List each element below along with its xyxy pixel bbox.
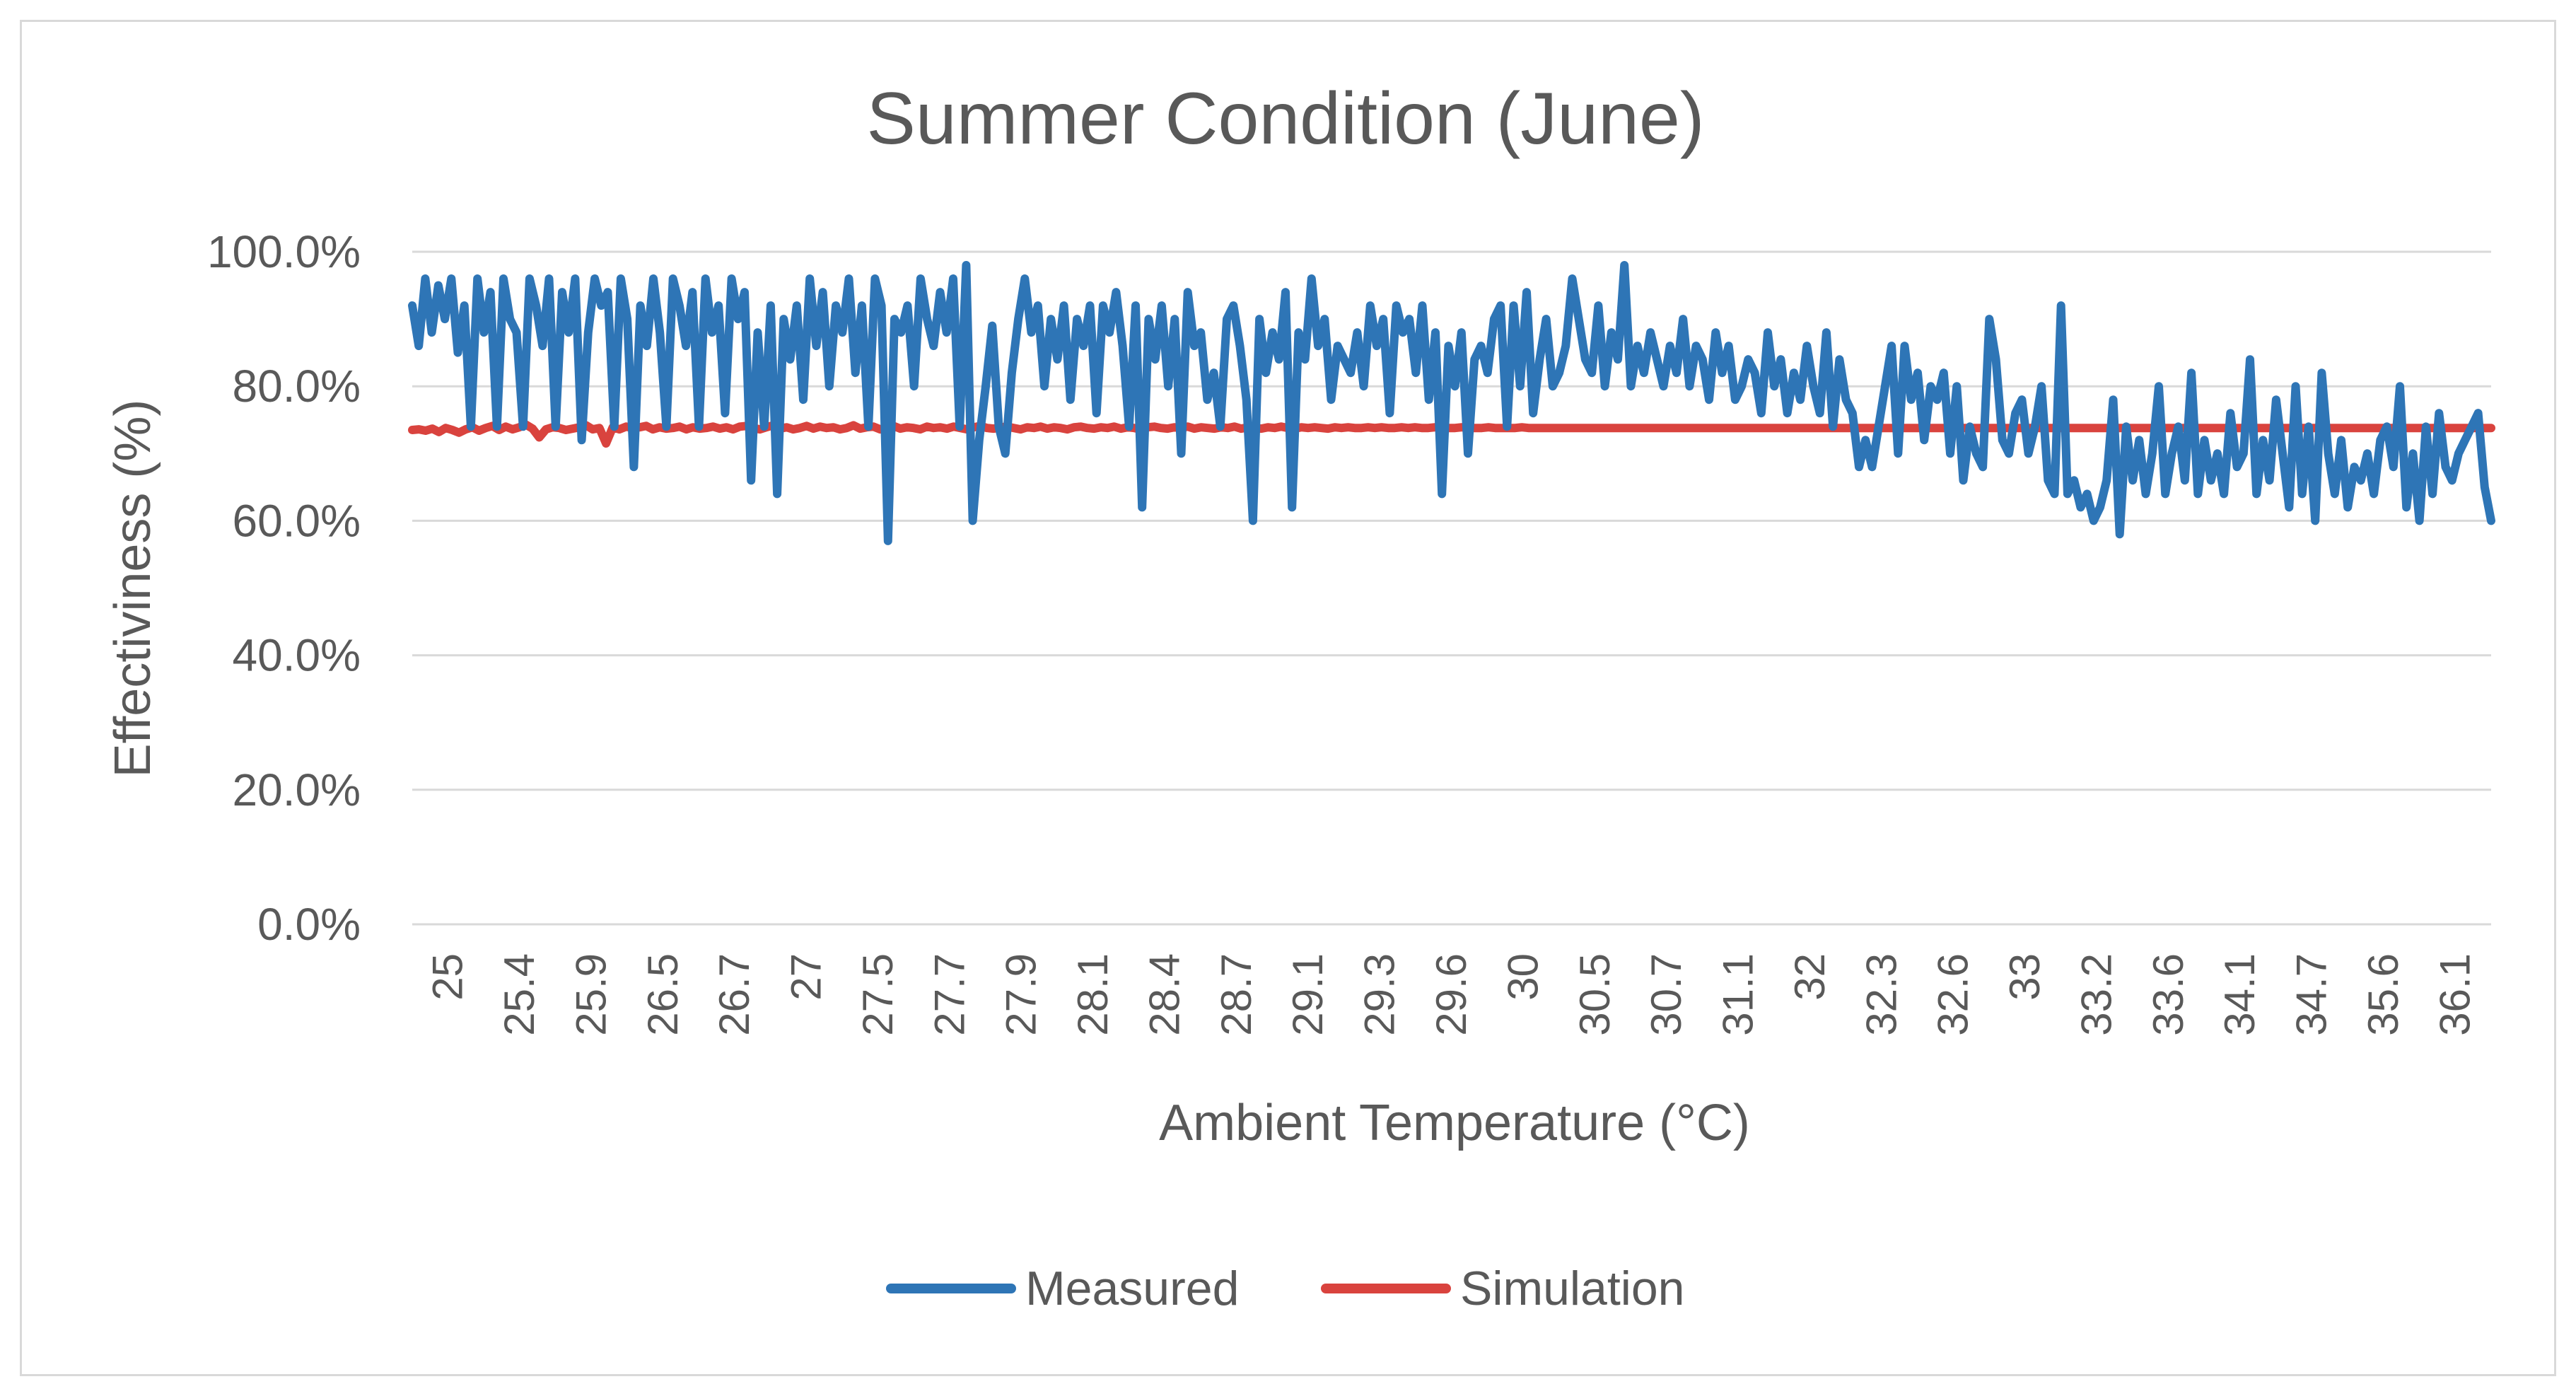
x-tick-label: 36.1 [2431,953,2478,1036]
x-tick-label: 32.3 [1858,953,1905,1036]
x-tick-label: 27.9 [998,953,1045,1036]
x-tick-label: 35.6 [2360,953,2407,1036]
x-tick-label: 27.7 [926,953,973,1036]
y-axis-label: Effectiviness (%) [105,400,161,778]
y-tick-label: 0.0% [257,899,361,950]
series-line-measured [408,261,2495,545]
x-tick-label: 27.5 [854,953,902,1036]
y-tick-label: 100.0% [207,226,361,277]
x-tick-label: 26.5 [639,953,687,1036]
x-tick-label: 33.2 [2073,953,2120,1036]
y-tick-label: 80.0% [233,361,361,412]
legend-label-simulation: Simulation [1460,1262,1685,1315]
x-tick-label: 30 [1499,953,1546,1001]
y-axis-ticks: 0.0% 20.0% 40.0% 60.0% 80.0% 100.0% [207,226,361,950]
chart-title: Summer Condition (June) [867,78,1705,160]
legend: Measured Simulation [886,1262,1685,1315]
y-tick-label: 20.0% [233,764,361,815]
y-tick-label: 40.0% [233,630,361,681]
x-tick-label: 32.6 [1930,953,1977,1036]
x-tick-label: 25 [424,953,472,1001]
x-tick-label: 31.1 [1715,953,1762,1036]
x-tick-label: 25.9 [567,953,614,1036]
x-axis-label: Ambient Temperature (°C) [1159,1095,1750,1151]
x-tick-label: 33 [2001,953,2048,1001]
x-axis-ticks: 25 25.4 25.9 26.5 26.7 27 27.5 27.7 27.9 28.1 28.4… [424,953,2479,1036]
x-tick-label: 26.7 [711,953,758,1036]
x-tick-label: 30.5 [1571,953,1619,1036]
y-tick-label: 60.0% [233,495,361,546]
chart-frame [20,20,2556,1376]
x-tick-label: 34.7 [2288,953,2336,1036]
x-tick-label: 25.4 [496,953,543,1036]
x-tick-label: 28.4 [1141,953,1188,1036]
x-tick-label: 33.6 [2145,953,2192,1036]
x-tick-label: 28.1 [1069,953,1117,1036]
x-tick-label: 29.6 [1428,953,1475,1036]
x-tick-label: 34.1 [2216,953,2263,1036]
series-line-simulation [408,420,2495,448]
legend-label-measured: Measured [1025,1262,1239,1315]
x-tick-label: 30.7 [1643,953,1690,1036]
x-tick-label: 28.7 [1213,953,1260,1036]
x-tick-label: 32 [1786,953,1834,1001]
x-tick-label: 29.1 [1284,953,1331,1036]
x-tick-label: 27 [783,953,830,1001]
x-tick-label: 29.3 [1356,953,1404,1036]
